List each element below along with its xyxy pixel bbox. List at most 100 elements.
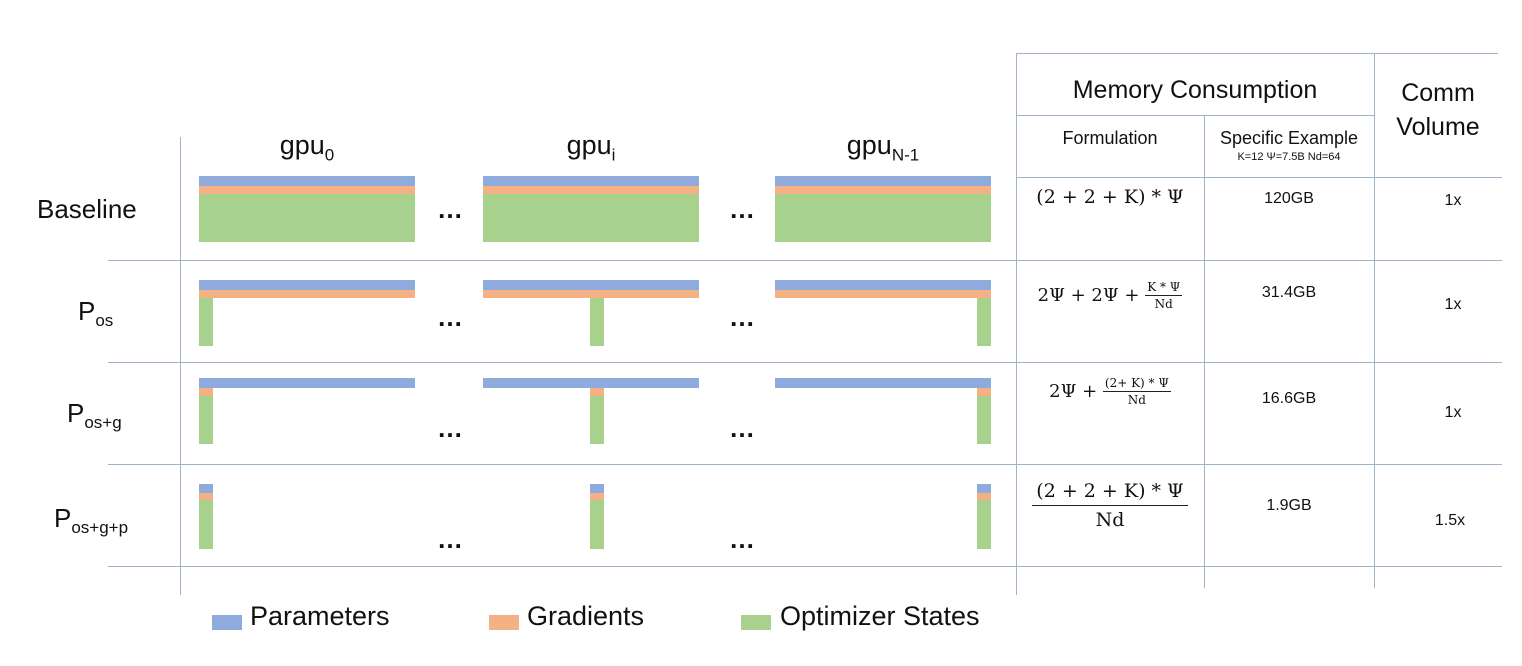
- legend-gradients-label: Gradients: [527, 601, 645, 631]
- row-label-pos-sub: os: [95, 311, 114, 331]
- formula-pos: 2Ψ + 2Ψ + K * Ψ Nd: [1016, 280, 1204, 311]
- comm-volume-header-line2: Volume: [1396, 113, 1480, 141]
- bar-pos-gpu0-opt: [199, 298, 213, 346]
- gpu-header-i: gpui: [483, 130, 699, 165]
- bar-baseline-gpui-grads: [483, 186, 699, 194]
- specific-example-header: Specific Example K=12 Ψ=7.5B Nd=64: [1204, 128, 1374, 163]
- bar-baseline-gpu0-params: [199, 176, 415, 186]
- bar-pos-gpui-opt: [590, 298, 604, 346]
- bar-posgp-gpu0-opt: [199, 500, 213, 549]
- specific-example-params: K=12 Ψ=7.5B Nd=64: [1237, 151, 1341, 163]
- bar-posgp-gpui-params: [590, 484, 604, 493]
- comm-column-border: [1374, 53, 1375, 588]
- gpu-header-n-1-sub: N-1: [891, 145, 920, 165]
- bar-posg-gpui-params: [483, 378, 699, 388]
- ellipsis-r2-b: …: [729, 413, 756, 443]
- bar-baseline-gpun-opt: [775, 194, 991, 242]
- gpu-header-n-1: gpuN-1: [775, 130, 991, 165]
- row-label-posgp-base: P: [54, 503, 72, 533]
- memory-consumption-header: Memory Consumption: [1072, 76, 1318, 104]
- formula-posgp-num: (2 + 2 + K) * Ψ: [1032, 480, 1188, 506]
- ellipsis-r1-a: …: [437, 302, 464, 332]
- formula-posg: 2Ψ + (2+ K) * Ψ Nd: [1016, 376, 1204, 407]
- memory-subheader-line: [1016, 115, 1374, 116]
- ellipsis-r0-a: …: [437, 194, 464, 224]
- header-bottom-line: [1016, 177, 1502, 178]
- legend-parameters-swatch: [212, 615, 242, 630]
- table-top-border: [1016, 53, 1498, 54]
- row-label-posg-base: P: [67, 398, 85, 428]
- row-label-posgp: Pos+g+p: [54, 503, 128, 538]
- legend-optimizer-label: Optimizer States: [780, 601, 980, 631]
- example-posg: 16.6GB: [1261, 390, 1317, 407]
- ellipsis-r3-a: …: [437, 524, 464, 554]
- bar-baseline-gpu0-opt: [199, 194, 415, 242]
- gpu-header-0: gpu0: [199, 130, 415, 165]
- bar-posgp-gpui-grads: [590, 493, 604, 500]
- bar-baseline-gpun-grads: [775, 186, 991, 194]
- table-left-border: [1016, 53, 1017, 595]
- formula-pos-num: K * Ψ: [1145, 280, 1183, 296]
- gpu-header-0-sub: 0: [324, 145, 335, 165]
- bar-posg-gpun-grads: [977, 388, 991, 396]
- bar-posgp-gpui-opt: [590, 500, 604, 549]
- bar-posgp-gpu0-params: [199, 484, 213, 493]
- bar-pos-gpui-grads: [483, 290, 699, 298]
- bar-pos-gpun-opt: [977, 298, 991, 346]
- formula-posg-fraction: (2+ K) * Ψ Nd: [1102, 376, 1171, 407]
- formula-pos-den: Nd: [1154, 297, 1173, 311]
- bar-posg-gpun-params: [775, 378, 991, 388]
- ellipsis-r1-b: …: [729, 302, 756, 332]
- gpu-header-i-sub: i: [611, 145, 616, 165]
- comm-posg: 1x: [1444, 404, 1462, 421]
- row-label-pos: Pos: [78, 296, 113, 331]
- formula-posgp: (2 + 2 + K) * Ψ Nd: [1016, 480, 1204, 531]
- bar-posgp-gpun-opt: [977, 500, 991, 549]
- bar-posgp-gpu0-grads: [199, 493, 213, 500]
- bar-posg-gpu0-grads: [199, 388, 213, 396]
- row-label-pos-base: P: [78, 296, 96, 326]
- bar-baseline-gpu0-grads: [199, 186, 415, 194]
- bar-posg-gpu0-params: [199, 378, 415, 388]
- legend-parameters-label: Parameters: [250, 601, 390, 631]
- formula-posg-lhs: 2Ψ +: [1049, 381, 1103, 402]
- formula-baseline-text: (2 + 2 + K) * Ψ: [1036, 186, 1184, 208]
- formula-pos-lhs: 2Ψ + 2Ψ +: [1037, 285, 1146, 306]
- row-label-posgp-sub: os+g+p: [71, 518, 129, 538]
- bar-pos-gpun-grads: [775, 290, 991, 298]
- formulation-header: Formulation: [1062, 128, 1158, 148]
- bar-pos-gpun-params: [775, 280, 991, 290]
- legend-gradients-swatch: [489, 615, 519, 630]
- example-baseline: 120GB: [1264, 190, 1314, 207]
- gpu-header-n-1-base: gpu: [846, 130, 892, 160]
- bar-posgp-gpun-grads: [977, 493, 991, 500]
- bar-posg-gpui-grads: [590, 388, 604, 396]
- left-divider: [180, 137, 181, 595]
- bar-baseline-gpui-opt: [483, 194, 699, 242]
- bar-pos-gpu0-grads: [199, 290, 415, 298]
- formula-posgp-fraction: (2 + 2 + K) * Ψ Nd: [1032, 480, 1188, 531]
- comm-baseline: 1x: [1444, 192, 1462, 209]
- legend-optimizer-swatch: [741, 615, 771, 630]
- ellipsis-r3-b: …: [729, 524, 756, 554]
- comm-pos: 1x: [1444, 296, 1462, 313]
- formulation-column-border: [1204, 115, 1205, 588]
- row-label-posg: Pos+g: [67, 398, 122, 433]
- gpu-header-0-base: gpu: [279, 130, 325, 160]
- comm-volume-header-line1: Comm: [1401, 79, 1475, 107]
- example-posgp: 1.9GB: [1266, 497, 1312, 514]
- ellipsis-r0-b: …: [729, 194, 756, 224]
- bar-posg-gpu0-opt: [199, 396, 213, 444]
- row-divider-2: [108, 362, 1502, 363]
- comm-volume-header: Comm Volume: [1374, 76, 1502, 144]
- bar-pos-gpui-params: [483, 280, 699, 290]
- row-label-posg-sub: os+g: [84, 413, 122, 433]
- specific-example-title: Specific Example: [1219, 128, 1359, 148]
- row-divider-3: [108, 464, 1502, 465]
- ellipsis-r2-a: …: [437, 413, 464, 443]
- formula-pos-fraction: K * Ψ Nd: [1145, 280, 1183, 311]
- bar-posg-gpun-opt: [977, 396, 991, 444]
- row-divider-1: [108, 260, 1502, 261]
- formula-posg-den: Nd: [1127, 393, 1146, 407]
